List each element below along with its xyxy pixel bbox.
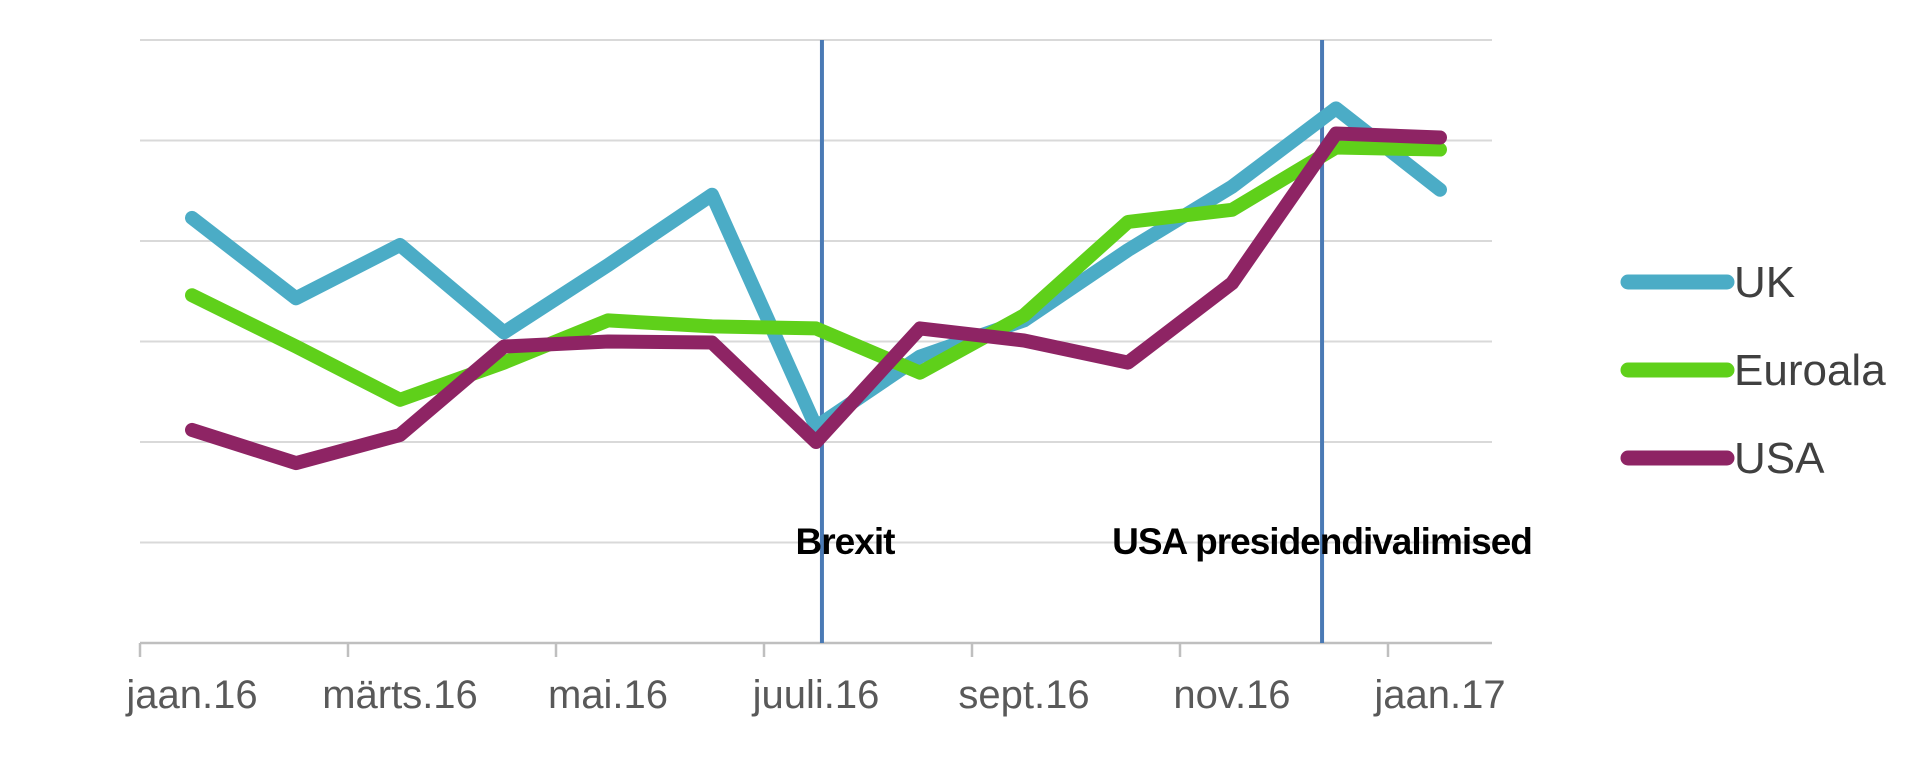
legend-label-usa: USA xyxy=(1734,434,1825,483)
annotation-label-brexit: Brexit xyxy=(796,521,896,562)
x-axis-label: jaan.17 xyxy=(1373,673,1505,717)
legend: UK Euroala USA xyxy=(1620,258,1886,483)
x-axis-label: märts.16 xyxy=(322,673,478,717)
annotation-label-usa-elections: USA presidendivalimised xyxy=(1112,521,1532,562)
gridlines xyxy=(140,39,1492,544)
x-axis-labels: jaan.16 märts.16 mai.16 juuli.16 sept.16… xyxy=(125,673,1505,717)
series-line-euroala xyxy=(185,140,1447,407)
series-line-uk xyxy=(185,101,1447,434)
series-lines xyxy=(185,101,1447,471)
x-axis-label: mai.16 xyxy=(548,673,668,717)
legend-label-euroala: Euroala xyxy=(1734,346,1886,395)
legend-label-uk: UK xyxy=(1734,258,1795,307)
x-axis-label: juuli.16 xyxy=(752,673,880,717)
x-axis-label: sept.16 xyxy=(958,673,1089,717)
x-axis-label: nov.16 xyxy=(1173,673,1290,717)
x-axis-label: jaan.16 xyxy=(125,673,257,717)
x-axis xyxy=(138,641,1492,657)
series-line-usa xyxy=(185,126,1447,471)
annotation-lines xyxy=(819,40,1325,643)
annotation-labels: Brexit USA presidendivalimised xyxy=(796,521,1533,562)
